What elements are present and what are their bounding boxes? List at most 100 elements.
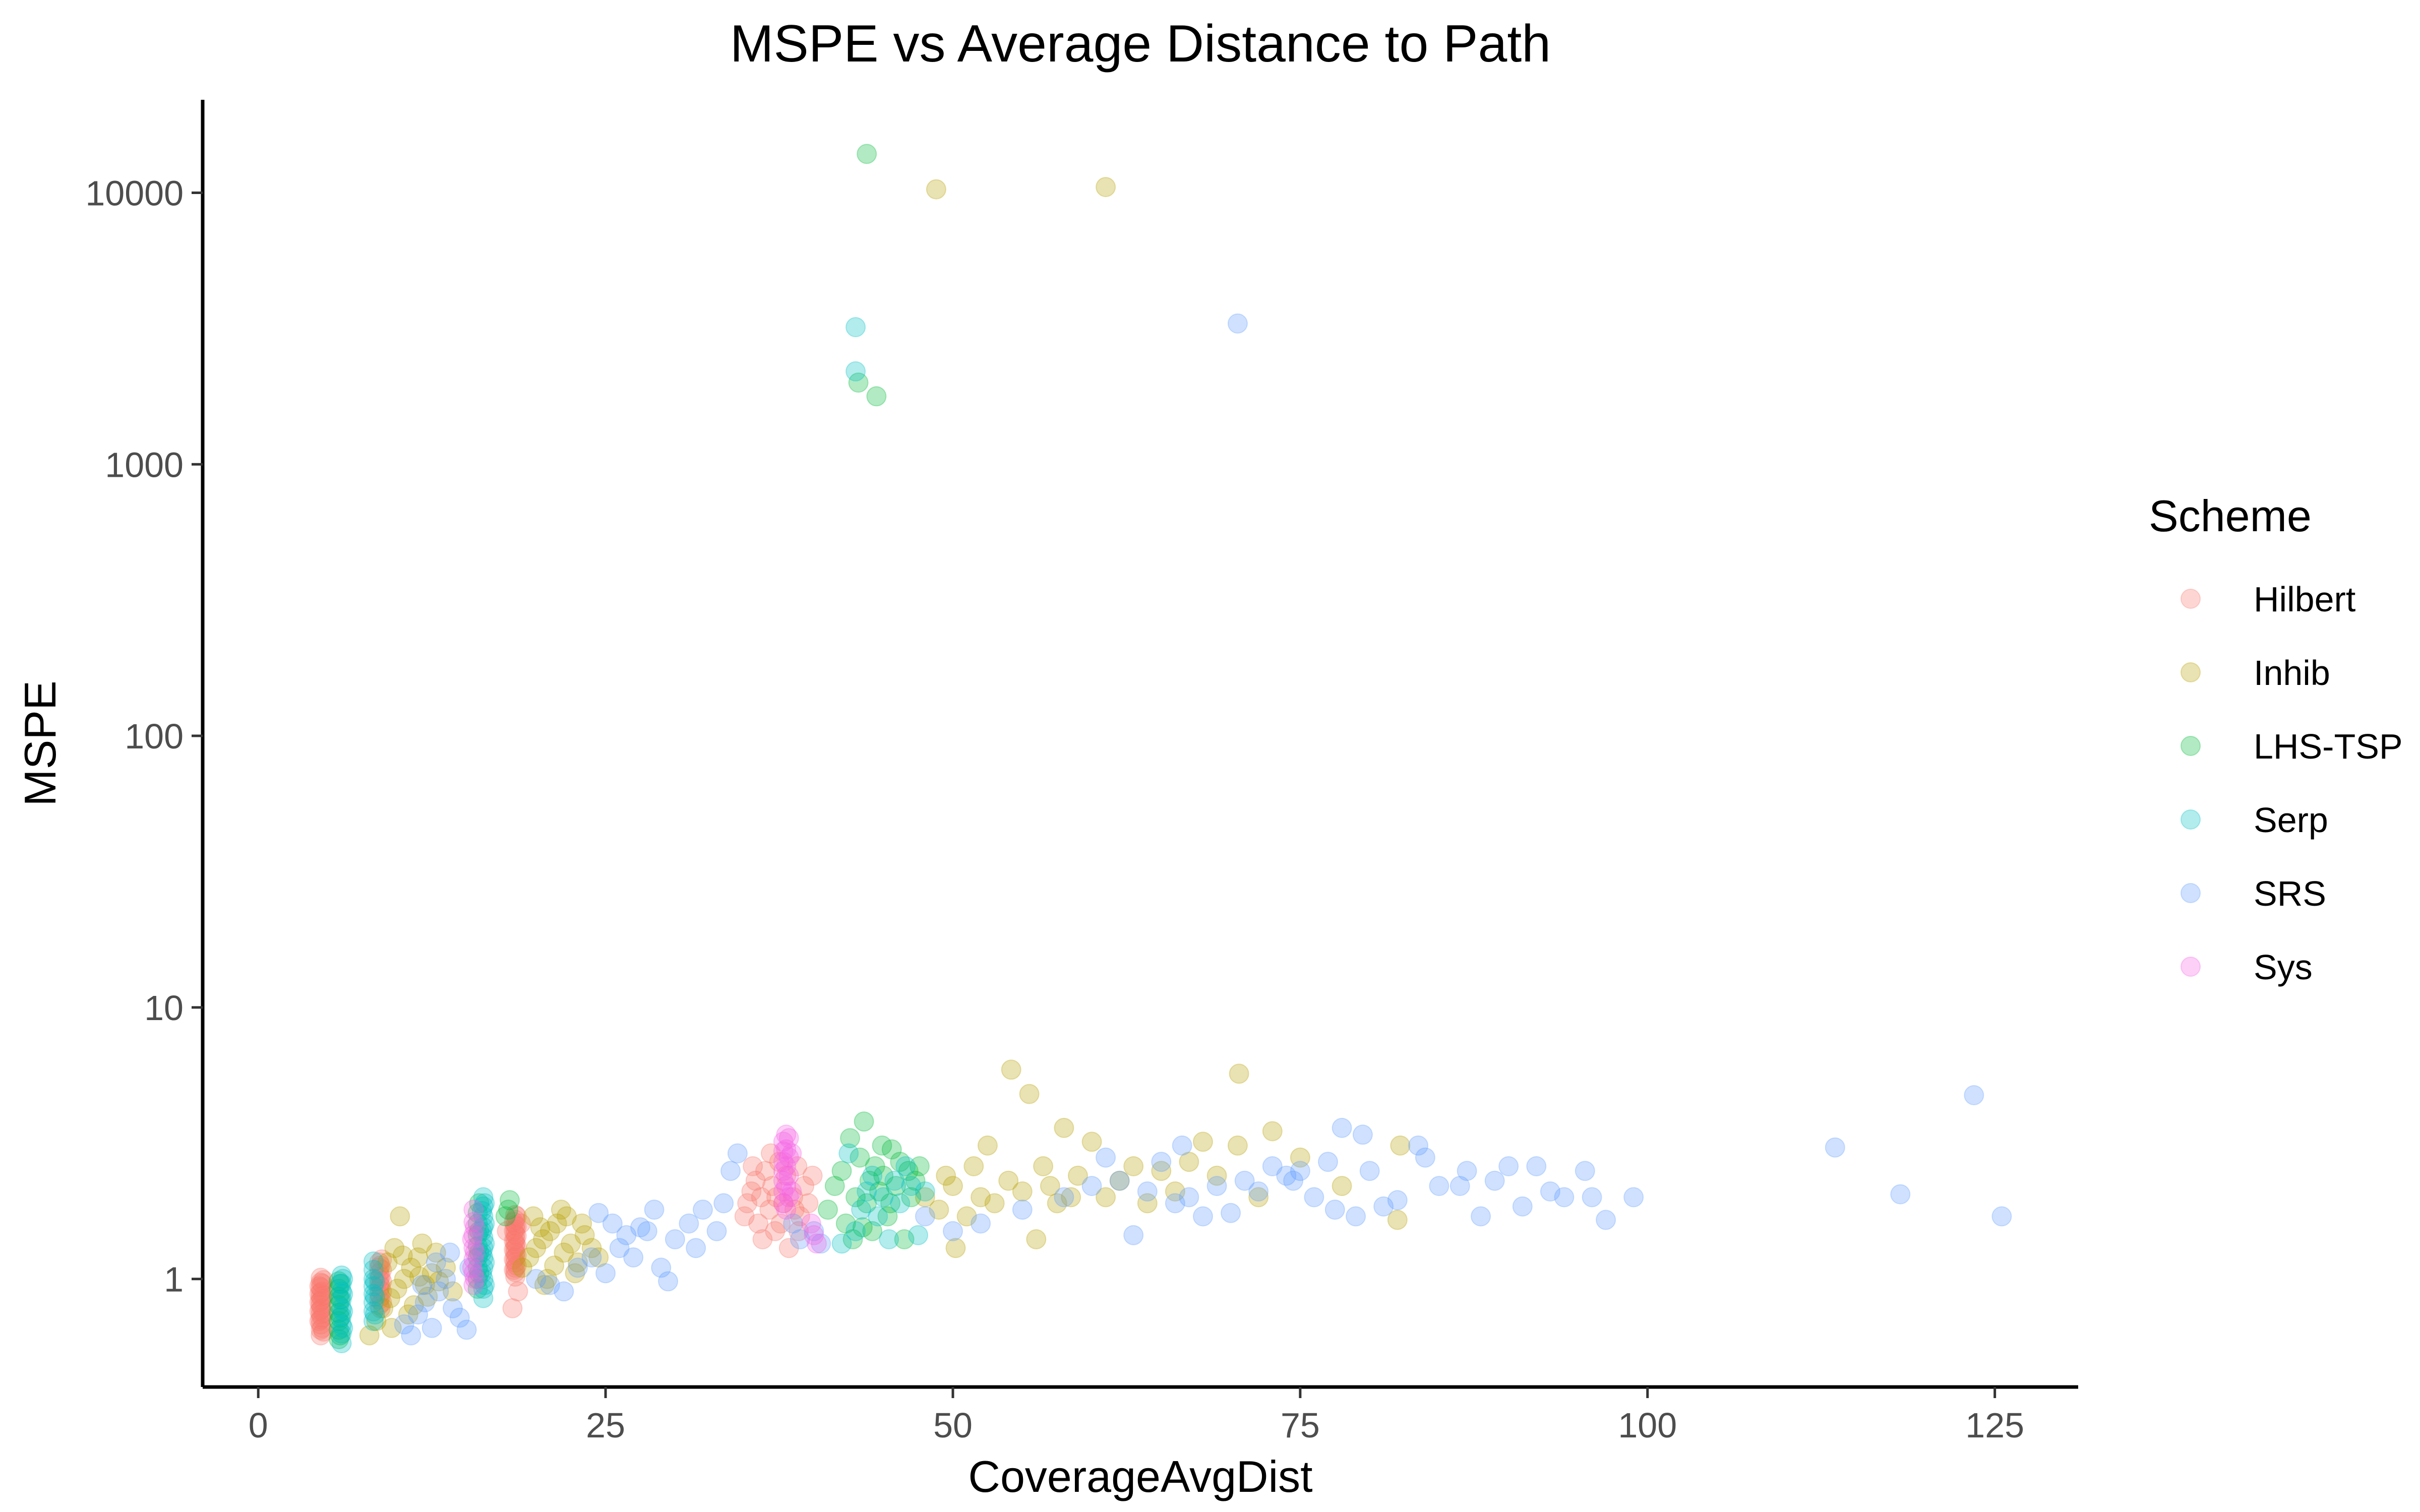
data-point bbox=[311, 1282, 331, 1303]
data-point bbox=[506, 1206, 527, 1227]
data-point bbox=[309, 1276, 330, 1297]
data-point bbox=[1964, 1085, 1984, 1105]
data-point bbox=[421, 1317, 442, 1338]
data-point bbox=[505, 1262, 525, 1282]
data-point bbox=[811, 1233, 831, 1254]
data-point bbox=[506, 1216, 527, 1237]
data-point bbox=[873, 1187, 894, 1208]
data-point bbox=[504, 1239, 524, 1260]
x-tick-label: 100 bbox=[1618, 1406, 1677, 1445]
data-point bbox=[1081, 1131, 1102, 1152]
series-serp bbox=[331, 317, 935, 1354]
data-point bbox=[623, 1247, 644, 1268]
data-point bbox=[609, 1238, 630, 1258]
data-point bbox=[401, 1257, 421, 1278]
data-point bbox=[505, 1247, 525, 1268]
data-point bbox=[372, 1249, 392, 1270]
legend-label: SRS bbox=[2254, 874, 2326, 913]
data-point bbox=[471, 1221, 492, 1241]
series-sys bbox=[462, 1124, 827, 1295]
data-point bbox=[309, 1284, 330, 1304]
data-point bbox=[504, 1212, 524, 1232]
data-point bbox=[1623, 1187, 1644, 1208]
data-point bbox=[877, 1206, 898, 1227]
data-point bbox=[936, 1165, 956, 1186]
data-point bbox=[372, 1281, 392, 1302]
data-point bbox=[773, 1141, 794, 1162]
data-point bbox=[1449, 1176, 1470, 1196]
data-point bbox=[943, 1176, 963, 1196]
data-point bbox=[384, 1238, 405, 1258]
data-point bbox=[414, 1292, 435, 1312]
data-point bbox=[506, 1236, 527, 1256]
data-point bbox=[412, 1233, 433, 1254]
data-point bbox=[1179, 1187, 1199, 1208]
data-point bbox=[544, 1255, 565, 1276]
data-point bbox=[534, 1275, 555, 1295]
data-point bbox=[802, 1165, 823, 1186]
data-point bbox=[312, 1289, 332, 1310]
data-point bbox=[1498, 1156, 1519, 1176]
data-point bbox=[363, 1251, 384, 1272]
data-point bbox=[977, 1135, 998, 1156]
legend-key bbox=[2181, 589, 2201, 609]
data-point bbox=[467, 1269, 488, 1289]
data-point bbox=[505, 1257, 525, 1278]
data-point bbox=[311, 1319, 331, 1340]
data-point bbox=[429, 1271, 449, 1292]
y-axis-ticks: 1 10 100 1000 10000 bbox=[85, 173, 203, 1299]
data-point bbox=[804, 1225, 824, 1245]
data-point bbox=[473, 1257, 494, 1278]
data-point bbox=[394, 1269, 414, 1289]
data-point bbox=[761, 1143, 781, 1164]
data-point bbox=[1484, 1170, 1505, 1191]
data-point bbox=[369, 1252, 389, 1273]
data-point bbox=[412, 1275, 433, 1295]
data-point bbox=[776, 1165, 797, 1186]
data-point bbox=[331, 1333, 352, 1354]
data-point bbox=[467, 1213, 488, 1234]
data-point bbox=[392, 1245, 413, 1266]
data-point bbox=[443, 1281, 463, 1302]
data-point bbox=[1234, 1170, 1255, 1191]
y-tick-label: 10000 bbox=[85, 173, 184, 213]
data-point bbox=[898, 1161, 919, 1181]
data-point bbox=[523, 1206, 543, 1227]
data-point bbox=[502, 1298, 523, 1318]
data-point bbox=[331, 1314, 352, 1335]
data-point bbox=[554, 1242, 574, 1263]
legend-item: Inhib bbox=[2181, 653, 2330, 692]
y-tick-label: 100 bbox=[125, 717, 184, 756]
data-point bbox=[776, 1139, 797, 1160]
data-point bbox=[313, 1302, 334, 1323]
legend-label: Serp bbox=[2254, 800, 2328, 840]
data-point bbox=[1825, 1137, 1845, 1158]
data-point bbox=[766, 1187, 786, 1208]
legend-key bbox=[2181, 809, 2201, 830]
data-point bbox=[1387, 1190, 1408, 1211]
data-point bbox=[644, 1200, 664, 1220]
legend-key bbox=[2181, 957, 2201, 977]
legend-item: SRS bbox=[2181, 874, 2326, 913]
legend-item: Sys bbox=[2181, 948, 2313, 987]
data-point bbox=[854, 1111, 874, 1132]
data-point bbox=[776, 1156, 797, 1176]
data-point bbox=[474, 1193, 495, 1214]
data-point bbox=[505, 1224, 525, 1244]
data-point bbox=[651, 1257, 672, 1278]
data-point bbox=[539, 1275, 560, 1295]
points-layer bbox=[309, 144, 2012, 1354]
data-point bbox=[330, 1307, 350, 1328]
legend-key bbox=[2181, 883, 2201, 903]
data-point bbox=[370, 1276, 391, 1297]
data-point bbox=[473, 1269, 494, 1289]
data-point bbox=[309, 1301, 330, 1321]
y-tick-label: 1000 bbox=[105, 445, 184, 484]
data-point bbox=[894, 1229, 915, 1249]
data-point bbox=[588, 1203, 609, 1223]
data-point bbox=[440, 1242, 460, 1263]
data-point bbox=[1575, 1161, 1595, 1181]
series-hilbert bbox=[309, 1143, 823, 1346]
data-point bbox=[309, 1311, 330, 1332]
data-point bbox=[776, 1124, 797, 1145]
